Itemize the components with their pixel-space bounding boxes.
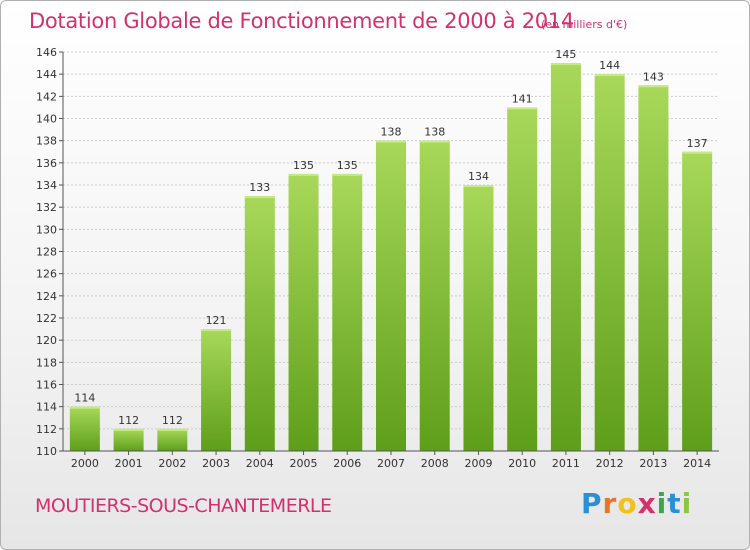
x-tick-label: 2012	[596, 457, 624, 470]
data-label: 114	[74, 392, 95, 405]
data-label: 135	[293, 159, 314, 172]
data-label: 112	[118, 414, 139, 427]
bar-highlight	[244, 196, 275, 199]
x-tick-label: 2011	[552, 457, 580, 470]
data-label: 143	[643, 70, 664, 83]
data-label: 134	[468, 170, 489, 183]
y-tick-label: 144	[36, 68, 57, 81]
y-tick-label: 136	[36, 157, 57, 170]
x-tick-label: 2009	[464, 457, 492, 470]
chart-unit: (en milliers d'€)	[541, 18, 628, 31]
y-tick-label: 120	[36, 334, 57, 347]
data-label: 133	[249, 181, 270, 194]
y-tick-label: 138	[36, 135, 57, 148]
y-tick-label: 128	[36, 246, 57, 259]
bar	[550, 63, 581, 451]
x-tick-label: 2010	[508, 457, 536, 470]
y-tick-label: 146	[36, 46, 57, 59]
x-tick-label: 2006	[333, 457, 361, 470]
bar	[376, 140, 406, 451]
bar	[594, 74, 625, 452]
bar	[332, 173, 363, 451]
bar-highlight	[69, 406, 100, 409]
bar-highlight	[682, 151, 713, 154]
y-tick-label: 132	[36, 201, 57, 214]
x-tick-label: 2000	[71, 457, 99, 470]
proxiti-logo[interactable]: Proxiti	[581, 487, 692, 520]
x-tick-label: 2007	[377, 457, 405, 470]
bar-highlight	[201, 329, 232, 332]
y-tick-label: 114	[36, 401, 57, 414]
data-label: 138	[424, 126, 445, 139]
bar	[201, 329, 232, 451]
data-label: 121	[206, 314, 227, 327]
data-label: 137	[687, 137, 708, 150]
y-tick-label: 116	[36, 379, 57, 392]
bar	[463, 185, 494, 451]
bar	[113, 428, 144, 451]
bar	[682, 151, 713, 451]
bar	[638, 85, 669, 451]
bar-highlight	[376, 140, 406, 143]
y-tick-label: 124	[36, 290, 57, 303]
bar	[507, 107, 538, 452]
bar-highlight	[463, 185, 494, 187]
commune-name: MOUTIERS-SOUS-CHANTEMERLE	[35, 495, 332, 517]
bar-highlight	[288, 173, 319, 176]
bar-highlight	[332, 173, 363, 176]
bar-highlight	[113, 428, 144, 431]
logo-letter: r	[602, 487, 618, 520]
x-tick-label: 2008	[421, 457, 449, 470]
logo-letter: P	[581, 487, 603, 520]
x-tick-label: 2014	[683, 457, 711, 470]
y-tick-label: 122	[36, 312, 57, 325]
chart-title: Dotation Globale de Fonctionnement de 20…	[29, 9, 574, 33]
bar-highlight	[638, 85, 669, 88]
data-label: 145	[555, 48, 576, 61]
bar	[157, 428, 188, 451]
y-tick-label: 110	[36, 445, 57, 458]
data-label: 135	[337, 159, 358, 172]
bar-highlight	[507, 107, 538, 110]
y-tick-label: 140	[36, 113, 57, 126]
x-tick-label: 2004	[246, 457, 274, 470]
bar-highlight	[594, 74, 625, 77]
x-tick-label: 2002	[158, 457, 186, 470]
y-tick-label: 130	[36, 223, 57, 236]
x-tick-label: 2003	[202, 457, 230, 470]
bar-highlight	[550, 63, 581, 66]
y-tick-label: 142	[36, 90, 57, 103]
bar-highlight	[157, 428, 188, 431]
bar	[244, 196, 275, 451]
bar	[69, 406, 100, 451]
x-tick-label: 2001	[115, 457, 143, 470]
bar-highlight	[419, 140, 450, 143]
y-tick-label: 112	[36, 423, 57, 436]
logo-letter: o	[617, 487, 638, 520]
logo-letter: i	[681, 487, 693, 520]
data-label: 141	[512, 92, 533, 105]
x-tick-label: 2013	[639, 457, 667, 470]
y-tick-label: 118	[36, 356, 57, 369]
data-label: 138	[381, 126, 402, 139]
logo-letter: x	[637, 487, 657, 520]
logo-letter: t	[667, 487, 682, 520]
data-label: 144	[599, 59, 620, 72]
bar	[419, 140, 450, 451]
logo-letter: i	[656, 487, 668, 520]
y-tick-label: 134	[36, 179, 57, 192]
x-tick-label: 2005	[290, 457, 318, 470]
y-tick-label: 126	[36, 268, 57, 281]
bar	[288, 173, 319, 451]
data-label: 112	[162, 414, 183, 427]
